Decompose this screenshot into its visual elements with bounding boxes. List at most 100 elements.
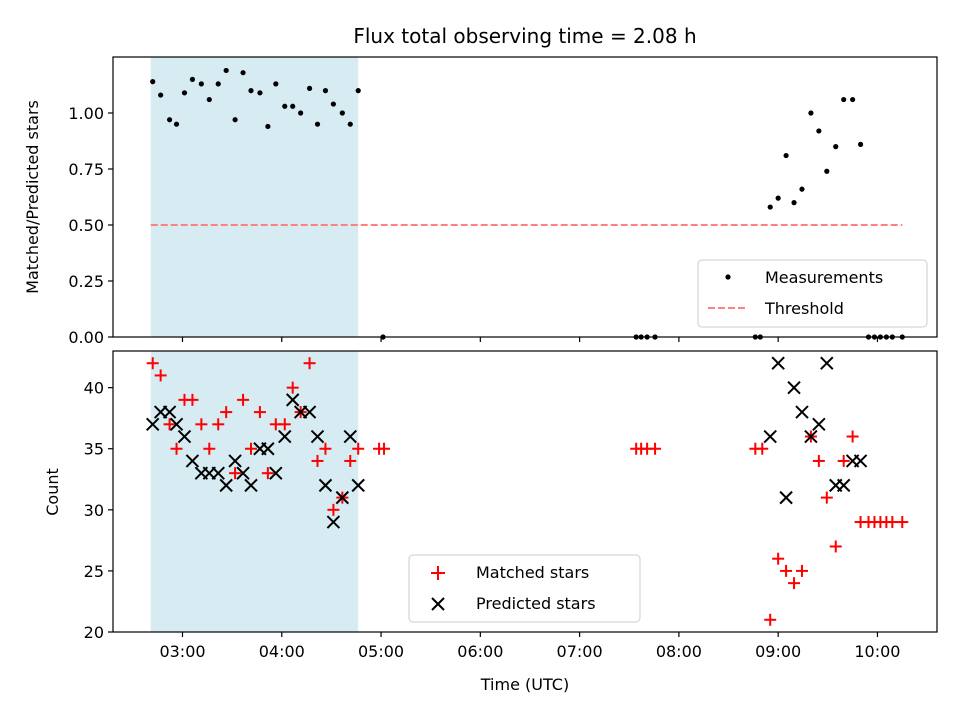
predicted-star-point	[795, 405, 809, 419]
bottom-legend: Matched stars Predicted stars	[408, 554, 641, 623]
xtick-label: 08:00	[656, 642, 702, 661]
predicted-star-point	[804, 429, 818, 444]
observing-span-top	[150, 57, 359, 337]
matched-star-point	[344, 454, 357, 467]
top-ytick-label: 0.75	[68, 160, 104, 179]
matched-star-point	[764, 613, 777, 626]
legend-measurements-label: Measurements	[765, 268, 883, 287]
measurement-point	[282, 103, 288, 109]
matched-star-point	[795, 564, 808, 577]
legend-predicted-marker	[431, 597, 445, 611]
matched-star-point	[896, 516, 909, 529]
predicted-star-point	[836, 478, 851, 493]
matched-star-point	[756, 442, 769, 455]
bottom-subplot: 20 25 30 35 40 03:00 04:00 05:00 06:00 07:00 08:0…	[43, 350, 938, 694]
legend-threshold-label: Threshold	[764, 299, 844, 318]
measurement-point	[799, 186, 805, 192]
predicted-star-point	[228, 454, 242, 468]
measurement-point	[841, 96, 847, 103]
matched-star-point	[195, 418, 208, 431]
measurement-point	[223, 67, 229, 74]
predicted-star-point	[162, 405, 177, 419]
matched-star-point	[788, 577, 801, 590]
predicted-star-point	[211, 466, 225, 480]
measurement-point	[248, 88, 254, 94]
measurement-point	[215, 81, 221, 87]
measurement-point	[166, 117, 173, 123]
bottom-ytick-label: 25	[84, 562, 104, 581]
xtick-label: 05:00	[358, 642, 404, 661]
measurement-point	[290, 103, 296, 109]
measurement-point	[189, 76, 196, 82]
top-ytick-label: 0.25	[68, 272, 104, 291]
matched-star-point	[244, 442, 257, 455]
predicted-star-point	[812, 417, 826, 432]
matched-star-point	[829, 540, 842, 553]
matched-star-point	[146, 357, 159, 370]
matched-star-point	[319, 442, 332, 455]
top-legend: Measurements Threshold	[697, 259, 928, 328]
matched-star-point	[311, 454, 324, 467]
measurement-point	[265, 123, 271, 130]
matched-star-point	[327, 503, 340, 516]
xtick-label: 03:00	[159, 642, 205, 661]
measurement-point	[791, 200, 797, 206]
measurement-point	[173, 121, 180, 127]
predicted-star-point	[177, 429, 192, 444]
bottom-ytick-label: 20	[84, 623, 104, 642]
matched-star-point	[163, 418, 176, 431]
measurement-point	[347, 121, 353, 127]
measurement-point	[257, 90, 263, 96]
predicted-star-point	[853, 454, 868, 468]
matched-star-point	[220, 406, 233, 419]
bottom-ytick-label: 30	[84, 501, 104, 520]
top-ytick-label: 0.50	[68, 216, 104, 235]
measurement-point	[767, 204, 773, 210]
measurement-point	[857, 141, 864, 147]
measurement-point	[850, 96, 856, 103]
predicted-star-point	[351, 478, 365, 493]
matched-star-point	[846, 430, 859, 443]
measurement-point	[322, 88, 329, 94]
bottom-ytick-label: 40	[84, 379, 104, 398]
measurement-point	[232, 117, 238, 123]
matched-star-point	[352, 442, 365, 455]
matched-star-point	[772, 552, 785, 565]
measurement-point	[198, 81, 204, 87]
observing-span-bottom	[150, 351, 359, 632]
matched-star-point	[286, 381, 299, 394]
matched-star-point	[170, 442, 183, 455]
predicted-star-point	[763, 429, 777, 444]
xtick-label: 06:00	[457, 642, 503, 661]
bottom-ytick-label: 35	[84, 440, 104, 459]
predicted-star-point	[787, 380, 801, 395]
predicted-star-point	[219, 478, 233, 493]
measurement-point	[158, 92, 164, 98]
measurement-point	[273, 81, 279, 87]
measurement-point	[298, 110, 304, 116]
xtick-label: 04:00	[259, 642, 305, 661]
measurement-point	[306, 85, 313, 91]
predicted-star-point	[820, 356, 834, 370]
top-ytick-label: 1.00	[68, 104, 104, 123]
x-axis-label: Time (UTC)	[480, 675, 569, 694]
chart-title: Flux total observing time = 2.08 h	[353, 24, 696, 48]
bottom-y-axis-label: Count	[43, 468, 62, 516]
predicted-star-point	[335, 490, 350, 505]
predicted-star-point	[269, 466, 283, 480]
top-ytick-label: 0.00	[68, 328, 104, 347]
predicted-star-point	[343, 429, 357, 444]
matched-star-point	[237, 393, 250, 406]
matched-star-point	[303, 357, 316, 370]
measurement-point	[181, 90, 188, 96]
matched-star-point	[378, 442, 391, 455]
xtick-label: 07:00	[557, 642, 603, 661]
top-subplot: 0.00 0.25 0.50 0.75 1.00 Matched/Predicted s…	[23, 56, 938, 347]
matched-star-point	[649, 442, 662, 455]
measurement-point	[240, 70, 246, 76]
legend-matched-marker	[431, 566, 445, 580]
predicted-star-point	[285, 393, 300, 407]
xtick-label: 09:00	[755, 642, 801, 661]
matched-star-point	[212, 418, 225, 431]
